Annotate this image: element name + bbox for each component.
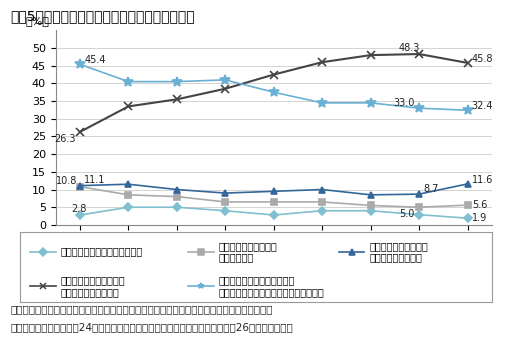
Text: 33.0: 33.0 — [393, 97, 415, 107]
Text: 45.8: 45.8 — [472, 54, 493, 64]
Text: （%）: （%） — [25, 16, 49, 26]
Text: 5.0: 5.0 — [400, 209, 415, 219]
Text: 女性は職業をもたない方がよい: 女性は職業をもたない方がよい — [60, 247, 142, 257]
Text: （備考）内閣府「男女平等に関する世論調査」（平成４年）、「男女共同参画社会に関する世: （備考）内閣府「男女平等に関する世論調査」（平成４年）、「男女共同参画社会に関す… — [10, 304, 273, 314]
Text: 結婚するまでは職業を
もつ方がよい: 結婚するまでは職業を もつ方がよい — [219, 241, 277, 262]
Text: 子供ができたら職業をやめ、
大きくなったら再び職業を持つ方がよい: 子供ができたら職業をやめ、 大きくなったら再び職業を持つ方がよい — [219, 276, 324, 297]
Text: 図表5　女性の就労に関する意識の変化（女性）: 図表5 女性の就労に関する意識の変化（女性） — [10, 9, 195, 23]
Text: 11.1: 11.1 — [84, 175, 105, 185]
Text: 5.6: 5.6 — [472, 200, 487, 210]
Text: 45.4: 45.4 — [84, 55, 105, 65]
Text: 論調査」（平成７〜24年）、「女性の活躍推進に関する世論調査」（平成26年）より作成。: 論調査」（平成７〜24年）、「女性の活躍推進に関する世論調査」（平成26年）より… — [10, 322, 293, 332]
Text: 8.7: 8.7 — [423, 183, 439, 193]
Text: 11.6: 11.6 — [472, 175, 493, 185]
Text: 子供ができても、ずっと
職業を続ける方がよい: 子供ができても、ずっと 職業を続ける方がよい — [60, 276, 125, 297]
Text: 26.3: 26.3 — [54, 134, 76, 144]
Text: 10.8: 10.8 — [56, 176, 77, 186]
Text: 子供ができるまでは、
職業をもつ方がよい: 子供ができるまでは、 職業をもつ方がよい — [369, 241, 428, 262]
Text: 48.3: 48.3 — [399, 44, 420, 54]
Text: 1.9: 1.9 — [472, 213, 487, 223]
Text: 2.8: 2.8 — [71, 205, 87, 215]
Text: 32.4: 32.4 — [472, 101, 493, 111]
